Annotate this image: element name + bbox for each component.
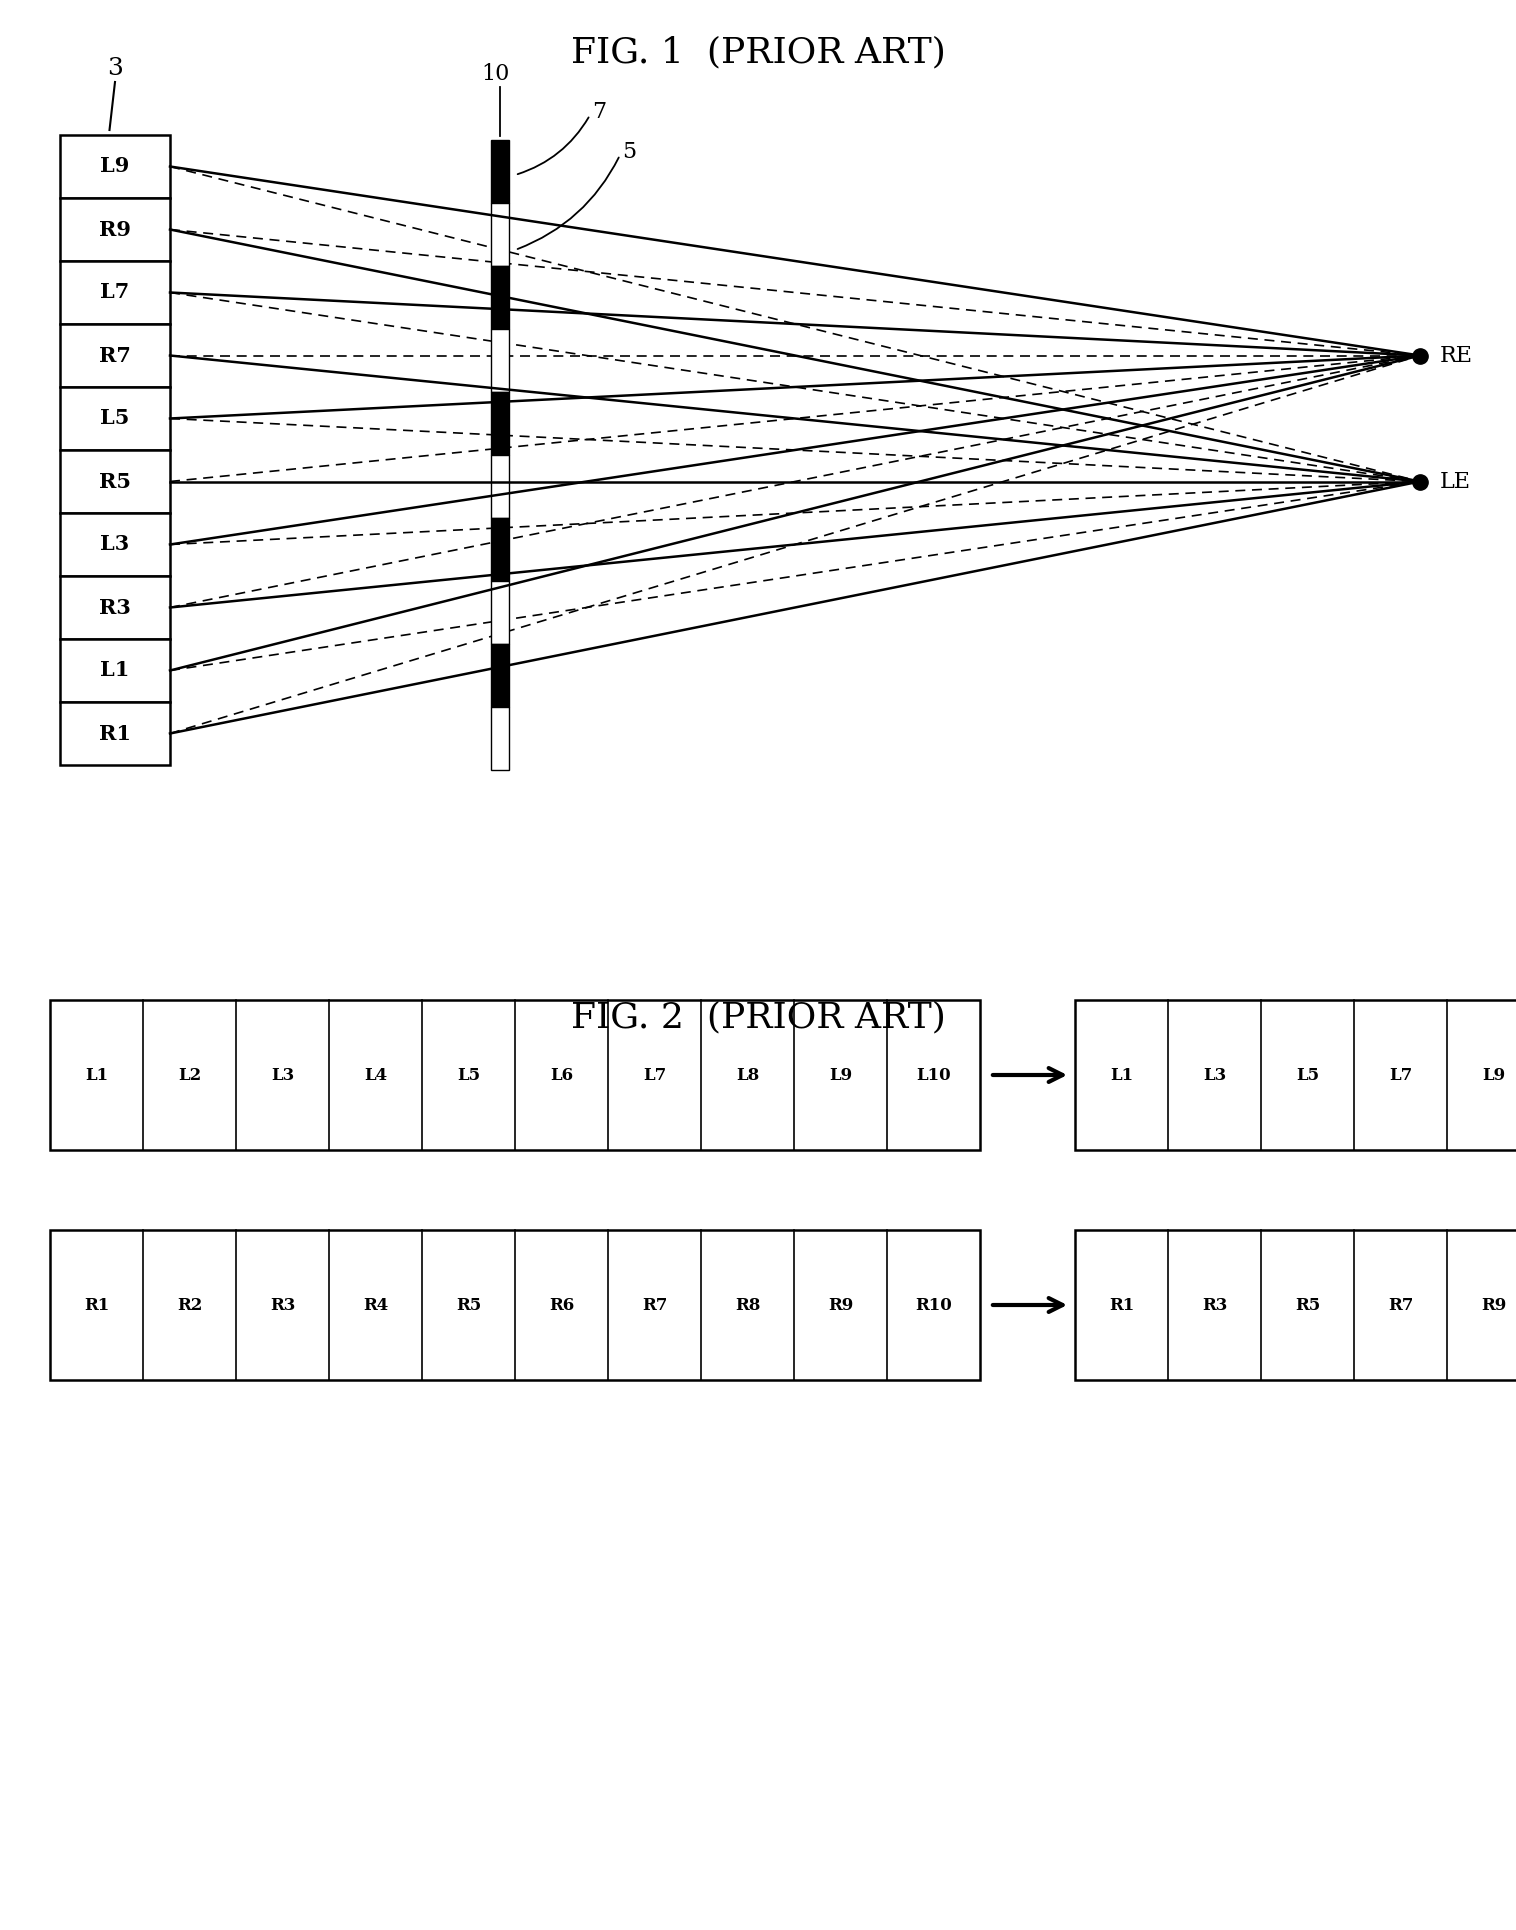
Bar <box>491 392 509 455</box>
Text: R7: R7 <box>99 345 130 365</box>
Bar <box>61 324 170 388</box>
Bar <box>61 388 170 450</box>
Text: 7: 7 <box>593 100 606 124</box>
Text: L2: L2 <box>177 1067 202 1083</box>
Bar <box>491 328 509 392</box>
Text: RE: RE <box>1440 344 1474 367</box>
Text: L5: L5 <box>456 1067 481 1083</box>
Bar <box>491 141 509 203</box>
Text: L4: L4 <box>364 1067 387 1083</box>
Bar <box>491 455 509 517</box>
Bar <box>50 1229 979 1380</box>
Bar <box>61 703 170 764</box>
Text: L5: L5 <box>100 409 130 428</box>
Text: L1: L1 <box>100 660 130 681</box>
Text: L3: L3 <box>100 535 130 554</box>
Text: R5: R5 <box>99 471 130 492</box>
Text: L9: L9 <box>829 1067 852 1083</box>
Text: L7: L7 <box>1389 1067 1411 1083</box>
Text: L1: L1 <box>1110 1067 1132 1083</box>
Text: R2: R2 <box>177 1297 202 1314</box>
Text: 10: 10 <box>481 64 509 85</box>
Text: L9: L9 <box>100 156 130 176</box>
Text: R10: R10 <box>916 1297 952 1314</box>
Text: L1: L1 <box>85 1067 108 1083</box>
Bar <box>491 706 509 770</box>
Text: 3: 3 <box>108 58 123 79</box>
Text: R5: R5 <box>1295 1297 1320 1314</box>
Text: R3: R3 <box>270 1297 296 1314</box>
Text: L6: L6 <box>550 1067 573 1083</box>
Bar <box>61 199 170 261</box>
Bar <box>1075 1000 1516 1150</box>
Text: L10: L10 <box>916 1067 951 1083</box>
Bar <box>61 135 170 199</box>
Text: L8: L8 <box>735 1067 760 1083</box>
Text: R9: R9 <box>99 220 130 239</box>
Bar <box>491 203 509 266</box>
Text: R7: R7 <box>1387 1297 1413 1314</box>
Bar <box>491 266 509 328</box>
Bar <box>61 575 170 639</box>
Text: L9: L9 <box>1483 1067 1505 1083</box>
Text: L5: L5 <box>1296 1067 1319 1083</box>
Text: FIG. 2  (PRIOR ART): FIG. 2 (PRIOR ART) <box>570 1000 946 1034</box>
Text: R8: R8 <box>735 1297 760 1314</box>
Bar <box>61 639 170 703</box>
Text: R1: R1 <box>83 1297 109 1314</box>
Text: R1: R1 <box>99 724 130 743</box>
Text: R9: R9 <box>1481 1297 1505 1314</box>
Text: R9: R9 <box>828 1297 854 1314</box>
Text: R3: R3 <box>99 598 130 618</box>
Text: L3: L3 <box>271 1067 294 1083</box>
Bar <box>491 517 509 581</box>
Text: L7: L7 <box>643 1067 666 1083</box>
Text: R6: R6 <box>549 1297 575 1314</box>
Text: 5: 5 <box>622 141 637 162</box>
Bar <box>491 581 509 645</box>
Bar <box>61 261 170 324</box>
Text: LE: LE <box>1440 471 1471 492</box>
Text: L3: L3 <box>1202 1067 1226 1083</box>
Text: R5: R5 <box>456 1297 481 1314</box>
Bar <box>1075 1229 1516 1380</box>
Text: FIG. 1  (PRIOR ART): FIG. 1 (PRIOR ART) <box>570 35 946 69</box>
Bar <box>61 513 170 575</box>
Bar <box>61 450 170 513</box>
Text: R3: R3 <box>1202 1297 1226 1314</box>
Text: L7: L7 <box>100 282 130 303</box>
Text: R4: R4 <box>362 1297 388 1314</box>
Bar <box>50 1000 979 1150</box>
Text: R7: R7 <box>641 1297 667 1314</box>
Text: R1: R1 <box>1108 1297 1134 1314</box>
Bar <box>491 645 509 706</box>
